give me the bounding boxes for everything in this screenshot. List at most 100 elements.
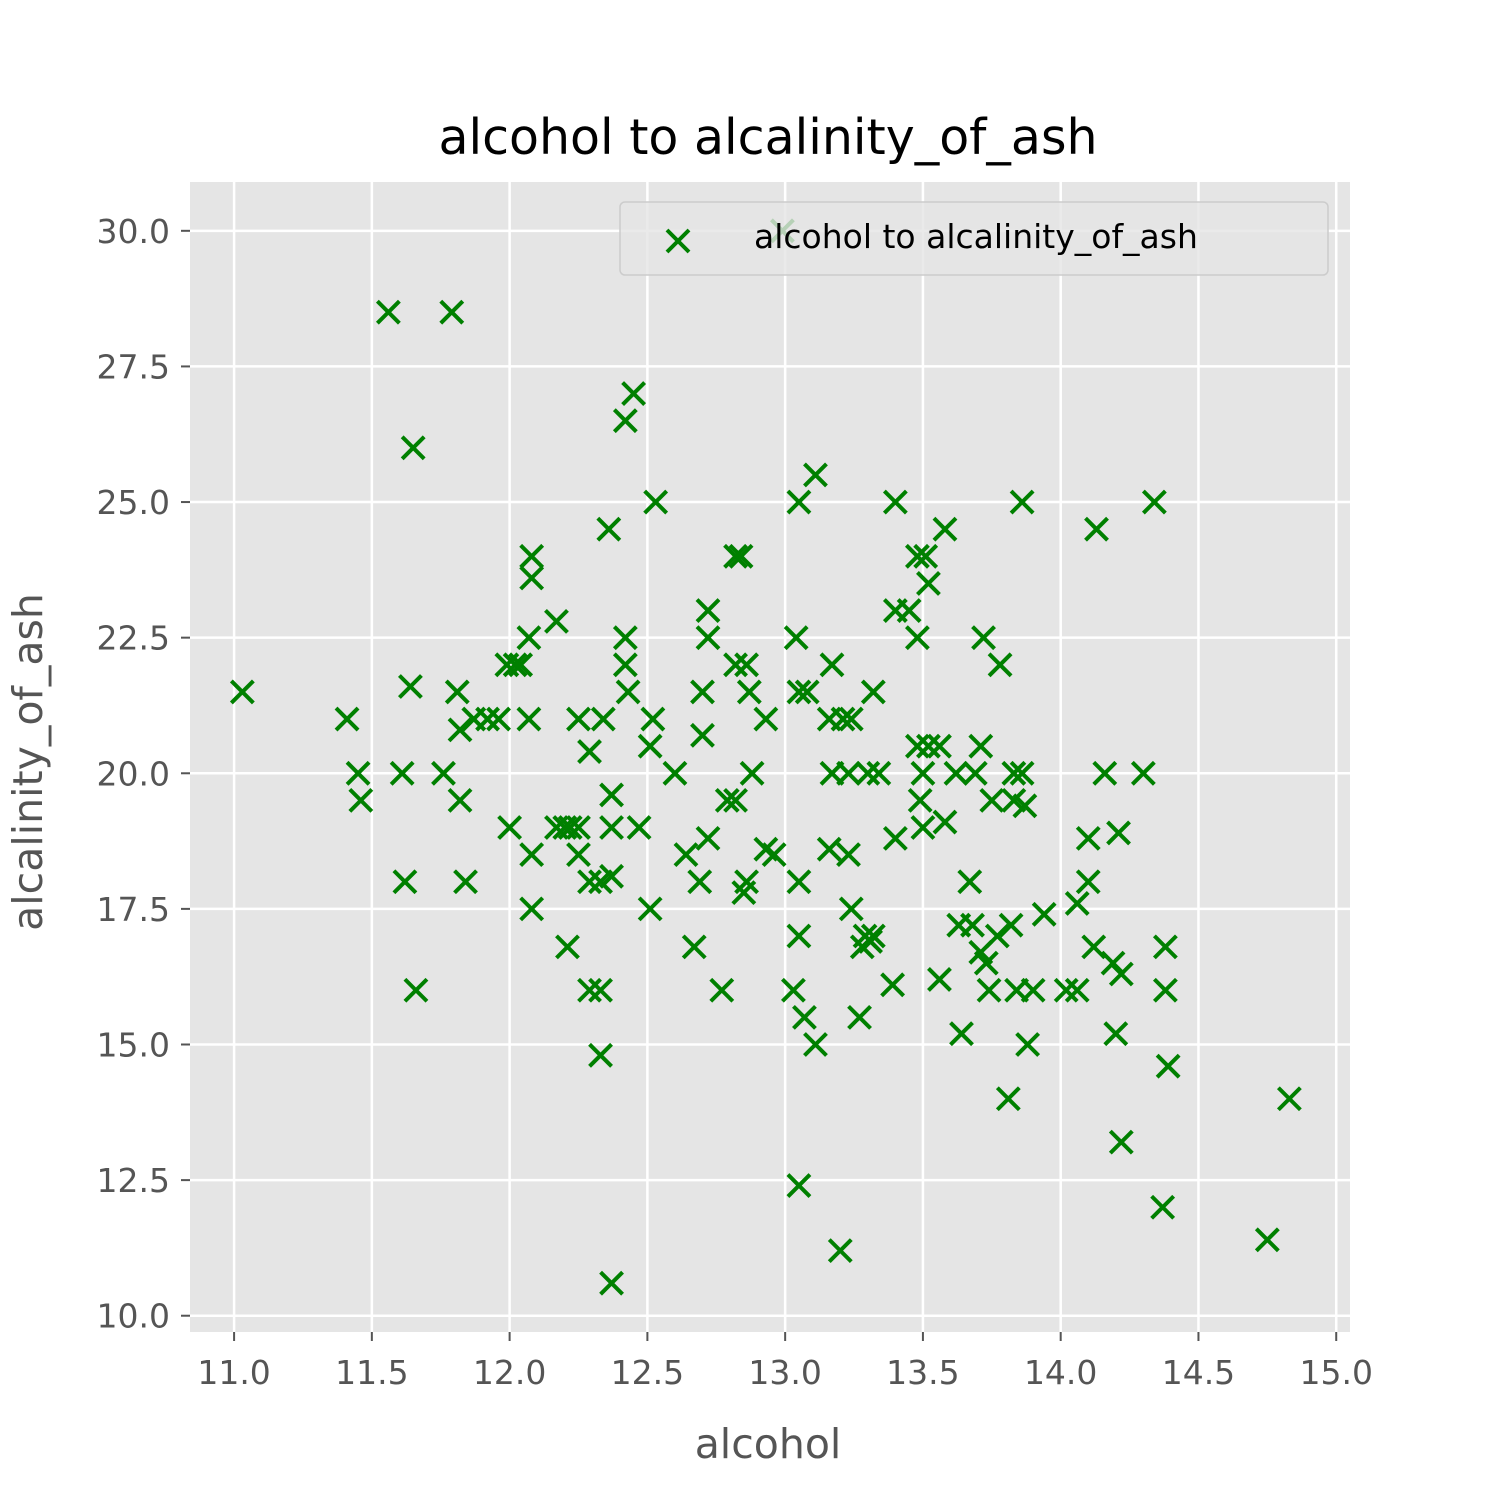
data-point [695, 825, 721, 851]
data-point [612, 652, 638, 678]
data-point [557, 815, 583, 840]
data-point [599, 782, 624, 808]
axis-ticks: 11.0 11.5 12.0 12.5 13.0 13.5 14.0 14.5 15.0 10.0… [97, 212, 1373, 1392]
data-point [803, 1032, 828, 1057]
data-point [1276, 1086, 1302, 1112]
data-point [577, 869, 602, 895]
data-point [1031, 901, 1057, 927]
data-point [612, 625, 638, 651]
data-point [392, 869, 418, 895]
data-point [998, 912, 1024, 938]
data-point [728, 543, 754, 569]
data-point [588, 977, 613, 1003]
data-point [599, 863, 624, 889]
data-point [566, 842, 591, 868]
y-tick-label: 17.5 [97, 890, 170, 929]
data-point [398, 674, 423, 699]
legend-label: alcohol to alcalinity_of_ash [754, 217, 1198, 256]
data-point [855, 760, 881, 786]
data-point [681, 934, 707, 960]
data-point [927, 733, 952, 759]
data-point [516, 625, 542, 651]
data-point [860, 679, 886, 705]
data-point [838, 896, 864, 922]
data-point [916, 733, 941, 759]
data-point [519, 842, 545, 868]
data-point [431, 760, 456, 786]
data-point [838, 706, 864, 732]
x-tick-label: 14.0 [1024, 1353, 1097, 1392]
data-point [949, 1021, 974, 1047]
data-point [1106, 820, 1131, 846]
data-point [348, 787, 374, 813]
x-tick-label: 12.0 [473, 1353, 546, 1392]
data-point [345, 760, 371, 786]
data-point [544, 608, 569, 634]
data-point [1141, 489, 1167, 515]
data-point [453, 869, 478, 895]
data-point [555, 934, 580, 960]
data-point [932, 809, 958, 835]
y-axis-label: alcalinity_of_ash [4, 593, 52, 931]
data-point [987, 652, 1013, 678]
data-point [847, 1004, 872, 1030]
data-point [599, 1270, 624, 1296]
data-point [577, 977, 602, 1003]
y-tick-label: 15.0 [97, 1026, 170, 1065]
y-tick-label: 12.5 [97, 1161, 170, 1200]
data-point [736, 679, 762, 705]
data-point [723, 787, 748, 813]
data-point [786, 489, 812, 515]
x-tick-label: 12.5 [611, 1353, 684, 1392]
data-point [566, 815, 591, 840]
data-point [643, 489, 669, 515]
data-point [502, 652, 528, 678]
data-point [943, 760, 969, 786]
data-point [866, 760, 892, 786]
x-tick-label: 13.5 [886, 1353, 959, 1392]
data-point [695, 598, 721, 623]
data-point [475, 706, 500, 732]
data-point [1053, 977, 1079, 1003]
data-point [439, 299, 465, 325]
x-tick-label: 11.5 [335, 1353, 408, 1392]
data-point [973, 950, 999, 976]
data-point [508, 652, 534, 678]
data-point [519, 543, 545, 569]
legend: alcohol to alcalinity_of_ash [619, 201, 1329, 276]
data-point [904, 733, 930, 759]
data-point [830, 706, 856, 732]
data-point [626, 815, 652, 840]
data-point [880, 972, 906, 998]
data-point [1092, 760, 1118, 786]
data-point [497, 815, 523, 840]
data-point [1152, 934, 1178, 960]
data-point [612, 408, 638, 434]
data-point [577, 739, 602, 764]
data-point [673, 842, 699, 868]
legend-x-icon [665, 228, 691, 254]
data-point [444, 679, 470, 705]
data-point [957, 869, 983, 895]
data-point [640, 706, 666, 732]
data-point [819, 652, 845, 678]
data-point [1075, 869, 1101, 895]
data-point [1254, 1227, 1280, 1253]
data-point [519, 896, 545, 922]
data-point [1075, 825, 1101, 851]
data-point [786, 923, 812, 949]
data-point [400, 435, 426, 461]
data-point [1152, 977, 1178, 1003]
data-point [781, 977, 806, 1003]
data-point [836, 842, 861, 868]
data-point [734, 652, 759, 678]
x-tick-label: 15.0 [1299, 1353, 1372, 1392]
data-points [229, 218, 1302, 1296]
data-point [1108, 961, 1134, 987]
data-point [739, 760, 765, 786]
data-point [904, 625, 930, 651]
data-point [334, 706, 360, 732]
data-point [984, 923, 1010, 949]
data-point [904, 543, 930, 569]
data-point [690, 722, 715, 748]
